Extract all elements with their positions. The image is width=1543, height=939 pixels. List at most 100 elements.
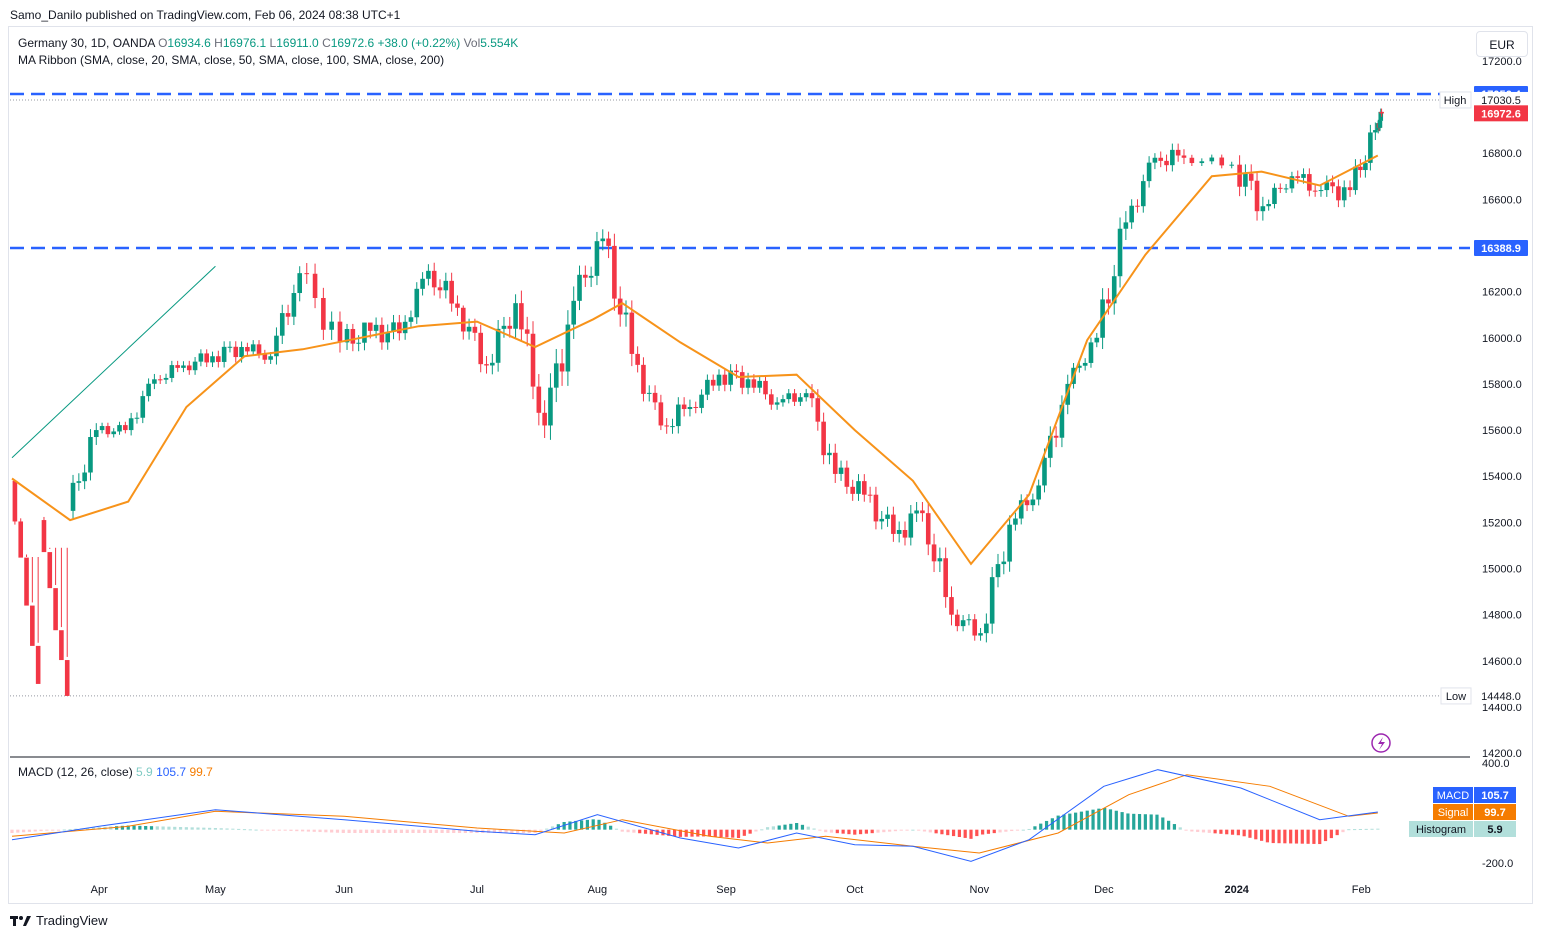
candle-body [1059,404,1065,438]
candle [809,384,815,408]
candle-body [774,402,780,405]
candle [600,229,606,251]
histogram-tag-value-box [1474,821,1516,837]
histogram-bar [783,824,787,830]
histogram-bar [812,828,816,830]
histogram-bar [306,829,311,832]
candle [169,360,175,383]
symbol-info: Germany 30, 1D, OANDA [18,36,155,50]
candle [391,314,396,340]
candle-body [1277,187,1283,189]
histogram-bar [248,829,252,831]
time-axis-label: Feb [1352,884,1371,896]
candle [1007,515,1012,572]
level-price-tag [1474,240,1528,257]
histogram-bar [1108,809,1113,830]
histogram-bar [144,826,148,830]
histogram-bar [1172,824,1177,830]
candle [304,263,310,284]
candle-body [583,274,588,278]
candle [920,501,925,522]
histogram-bar [1126,813,1130,830]
signal-tag-label: Signal [1438,807,1469,819]
lightning-icon-bolt [1378,737,1385,750]
histogram-bar [667,829,671,836]
low-label: L [269,36,277,50]
histogram-bar [353,829,357,833]
candle [426,264,431,286]
last-price-tag [1474,105,1528,122]
candle-body [623,312,629,315]
candle [995,553,1001,588]
candle-body [490,362,495,366]
candle [902,521,908,546]
candle-body [1373,130,1378,133]
candle [449,272,454,312]
candle-body [414,288,420,318]
candle [1146,156,1152,188]
high-value: 17030.5 [1481,95,1521,107]
candle [955,609,960,632]
histogram-bar [550,826,555,830]
signal-tag-label-box [1433,804,1473,820]
candle-body [1111,276,1117,304]
candle-body [646,392,652,394]
candle-body [88,437,93,473]
candle-body [1301,174,1306,178]
candle [1363,155,1368,178]
histogram-bar [237,828,241,830]
histogram-bar [795,823,799,830]
candle-body [70,482,76,511]
histogram-bar [1044,820,1049,830]
candle-body [885,514,890,519]
histogram-bar [620,829,624,832]
candle-body [146,383,151,397]
time-axis-label: Nov [970,884,990,896]
candle-body [763,380,768,395]
histogram-bar [1004,829,1008,832]
histogram-bar [1103,807,1107,830]
candle-body [1013,518,1018,525]
candle [1324,175,1330,197]
candle-body [152,379,157,384]
candle-body [1229,164,1235,166]
histogram-bar [876,829,880,833]
candle-body [617,298,623,315]
candle-body [76,481,82,483]
candle-body [1123,222,1129,229]
candle-body [1164,160,1169,166]
histogram-bar [196,827,200,830]
candle-body [594,241,600,276]
price-tick-label: 14800.0 [1482,610,1522,622]
histogram-bar [992,829,996,834]
candle-body [757,380,762,388]
candle-body [356,342,361,344]
candle-body [198,353,204,362]
currency-button[interactable]: EUR [1476,31,1528,57]
macd-tick-label: -200.0 [1482,858,1513,870]
tradingview-footer[interactable]: TradingView [10,913,108,928]
histogram-bar [609,825,613,830]
candle-body [181,365,186,368]
candle-body [472,326,478,333]
candle-body [64,660,70,696]
histogram-bar [707,829,712,837]
candle-body [408,317,414,322]
candle-body [285,313,291,317]
publisher-line: Samo_Danilo published on TradingView.com… [10,8,401,22]
candle-body [606,238,611,246]
candle-body [47,552,53,589]
candle-body [960,620,966,627]
histogram-bar [469,829,473,833]
candle [443,272,449,299]
candle-body [1199,161,1205,164]
candle-body [687,407,693,410]
candle-body [99,426,105,431]
candle-body [297,273,302,294]
candle [47,547,53,589]
candle [111,428,117,438]
candle [832,443,838,483]
candle-body [449,280,454,304]
candle-body [478,332,484,365]
